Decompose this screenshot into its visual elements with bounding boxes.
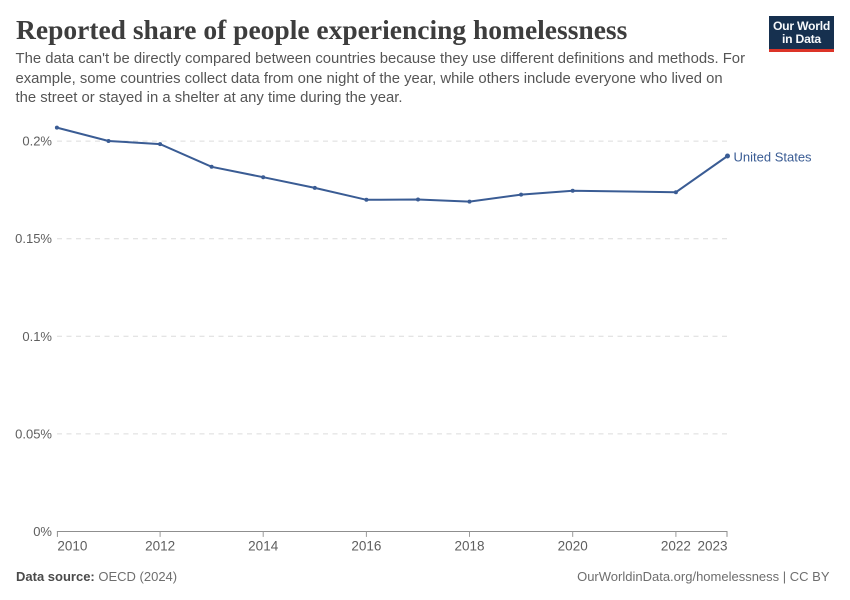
svg-text:United States: United States xyxy=(734,149,813,164)
svg-text:2010: 2010 xyxy=(57,538,87,553)
svg-text:0.15%: 0.15% xyxy=(15,231,52,246)
svg-text:0.05%: 0.05% xyxy=(15,426,52,441)
svg-text:2023: 2023 xyxy=(697,538,727,553)
svg-text:2018: 2018 xyxy=(454,538,484,553)
svg-text:0.2%: 0.2% xyxy=(22,134,52,149)
svg-text:2014: 2014 xyxy=(248,538,279,553)
svg-text:2016: 2016 xyxy=(351,538,381,553)
svg-text:0.1%: 0.1% xyxy=(22,329,52,344)
svg-text:2020: 2020 xyxy=(558,538,588,553)
svg-text:0%: 0% xyxy=(33,524,52,539)
svg-text:2012: 2012 xyxy=(145,538,175,553)
svg-text:2022: 2022 xyxy=(661,538,691,553)
